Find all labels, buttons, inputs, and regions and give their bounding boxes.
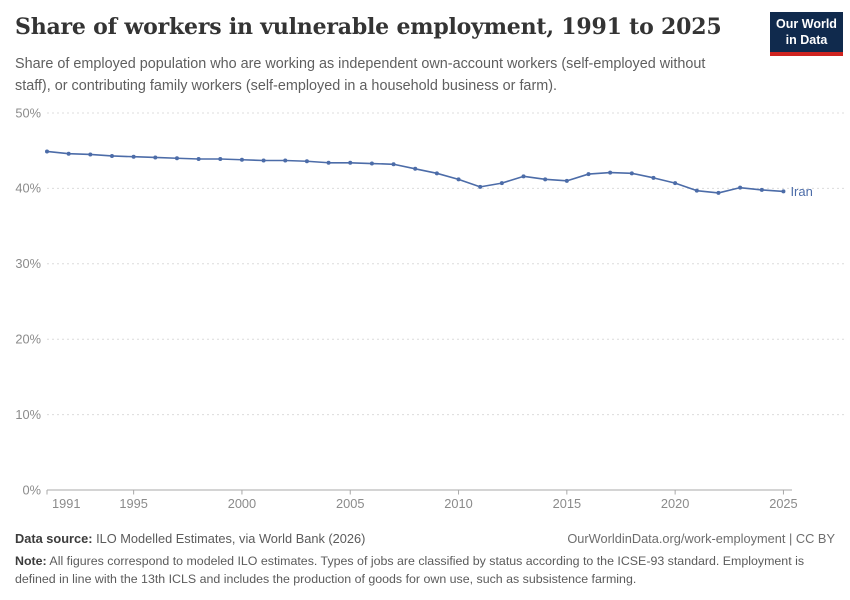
data-point[interactable]	[586, 172, 591, 177]
owid-logo-line1: Our World	[776, 17, 837, 31]
x-axis-tick-label: 2015	[553, 496, 581, 511]
owid-logo-line2: in Data	[785, 32, 828, 47]
data-point[interactable]	[196, 156, 201, 161]
y-axis-tick-label: 20%	[15, 332, 41, 347]
y-axis-tick-label: 30%	[15, 256, 41, 271]
line-chart: 0% 10% 20% 30% 40% 50% 1991 1995 2000 2005 2010 201…	[15, 105, 845, 511]
data-point[interactable]	[304, 159, 309, 164]
x-axis-tick-label: 2020	[661, 496, 689, 511]
data-source: Data source: ILO Modelled Estimates, via…	[15, 531, 365, 546]
data-point[interactable]	[153, 155, 158, 160]
x-axis-tick-label: 1995	[119, 496, 147, 511]
owid-logo[interactable]: Our World in Data	[770, 12, 843, 57]
x-axis-tick-label: 2025	[769, 496, 797, 511]
data-point[interactable]	[174, 156, 179, 161]
data-point[interactable]	[131, 154, 136, 159]
x-axis-tick-label: 1991	[52, 496, 80, 511]
data-point[interactable]	[759, 187, 764, 192]
data-point[interactable]	[239, 157, 244, 162]
data-point[interactable]	[629, 171, 634, 176]
data-point[interactable]	[543, 177, 548, 182]
data-point[interactable]	[738, 185, 743, 190]
data-point[interactable]	[283, 158, 288, 163]
data-point[interactable]	[781, 189, 786, 194]
y-axis-tick-label: 10%	[15, 407, 41, 422]
data-source-label: Data source:	[15, 531, 93, 546]
data-point[interactable]	[716, 190, 721, 195]
data-point[interactable]	[521, 174, 526, 179]
data-point[interactable]	[326, 160, 331, 165]
page-title: Share of workers in vulnerable employmen…	[15, 14, 722, 40]
data-point[interactable]	[261, 158, 266, 163]
data-point[interactable]	[413, 166, 418, 171]
data-point[interactable]	[88, 152, 93, 157]
x-axis-tick-label: 2005	[336, 496, 364, 511]
note-text: All figures correspond to modeled ILO es…	[15, 554, 805, 586]
series-line	[46, 150, 785, 194]
x-axis-tick-label: 2010	[444, 496, 472, 511]
y-axis-tick-label: 0%	[23, 482, 42, 497]
data-point[interactable]	[499, 181, 504, 186]
data-point[interactable]	[434, 171, 439, 176]
data-point[interactable]	[218, 156, 223, 161]
x-axis-tick-label: 2000	[228, 496, 256, 511]
note-label: Note:	[15, 554, 47, 568]
data-point[interactable]	[348, 160, 353, 165]
data-point[interactable]	[673, 181, 678, 186]
license-link[interactable]: OurWorldinData.org/work-employment | CC …	[567, 531, 835, 546]
chart-footer: Data source: ILO Modelled Estimates, via…	[15, 531, 835, 589]
data-point[interactable]	[369, 161, 374, 166]
data-point[interactable]	[694, 188, 699, 193]
data-point[interactable]	[564, 178, 569, 183]
data-point[interactable]	[66, 151, 71, 156]
y-axis-tick-label: 50%	[15, 105, 41, 120]
data-point[interactable]	[391, 162, 396, 167]
data-point[interactable]	[45, 149, 49, 154]
y-axis-tick-label: 40%	[15, 181, 41, 196]
data-point[interactable]	[478, 184, 483, 189]
chart-subtitle: Share of employed population who are wor…	[15, 56, 706, 94]
data-point[interactable]	[109, 153, 114, 158]
data-point[interactable]	[651, 175, 656, 180]
data-source-value: ILO Modelled Estimates, via World Bank (…	[92, 531, 366, 546]
chart-note: Note: All figures correspond to modeled …	[15, 553, 835, 589]
data-point[interactable]	[608, 170, 613, 175]
entity-label[interactable]: Iran	[790, 184, 812, 199]
data-point[interactable]	[456, 177, 461, 182]
